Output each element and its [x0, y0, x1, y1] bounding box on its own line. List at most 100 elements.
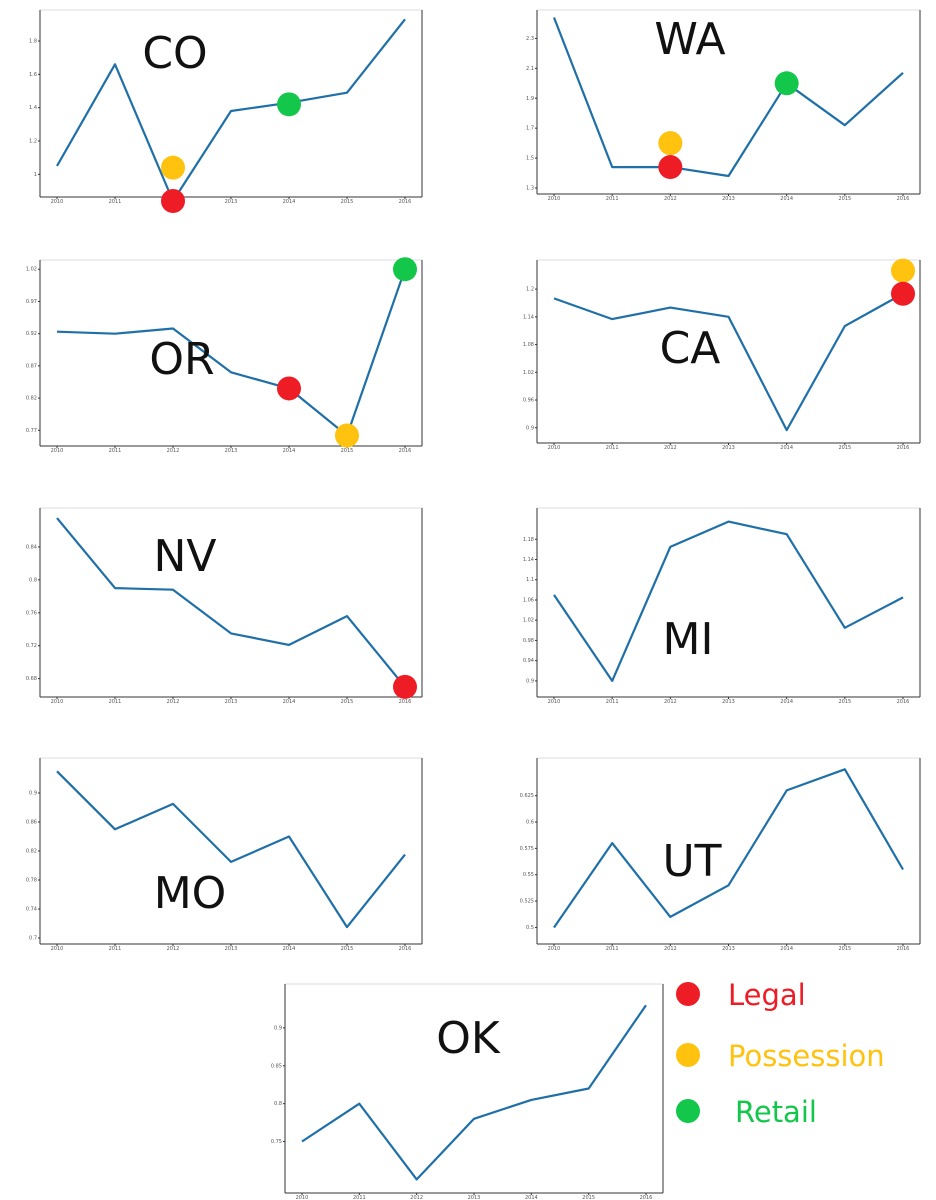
- x-tick-label: 2013: [225, 946, 238, 952]
- y-tick-label: 0.87: [26, 363, 37, 369]
- y-tick-label: 0.55: [523, 872, 534, 878]
- y-tick-label: 0.82: [26, 849, 37, 855]
- x-tick-label: 2013: [225, 448, 238, 454]
- possession-marker: [161, 155, 185, 180]
- chart-panel-nv: 2010 2011 2012 2013 2014 2015 2016 0.68 0.72 0.76…: [26, 507, 423, 705]
- retail-marker: [774, 71, 799, 96]
- y-tick-label: 1.3: [526, 186, 534, 192]
- y-tick-label: 0.575: [520, 846, 534, 852]
- y-tick-label: 0.84: [26, 544, 37, 550]
- x-tick-label: 2011: [353, 1195, 366, 1200]
- y-tick-label: 0.8: [274, 1101, 282, 1107]
- x-tick-label: 2010: [51, 946, 64, 952]
- y-tick-label: 0.82: [26, 396, 37, 402]
- state-label: MI: [663, 614, 714, 665]
- series-line: [553, 768, 904, 929]
- x-tick-label: 2013: [225, 699, 238, 705]
- y-tick-label: 1.02: [523, 618, 534, 624]
- y-tick-label: 0.9: [526, 678, 534, 684]
- x-tick-label: 2012: [664, 196, 677, 202]
- possession-legend-label: Possession: [728, 1039, 885, 1073]
- chart-panel-co: 201020112012201320142015201611.21.41.61.…: [29, 9, 423, 213]
- y-tick-label: 0.86: [26, 820, 37, 826]
- series-line: [56, 18, 406, 203]
- y-tick-label: 0.9: [29, 791, 37, 797]
- y-tick-label: 0.92: [26, 331, 37, 337]
- state-label: OR: [149, 334, 214, 385]
- y-tick-label: 0.75: [271, 1139, 282, 1145]
- x-tick-label: 2016: [897, 946, 910, 952]
- y-tick-label: 1.9: [526, 96, 534, 102]
- y-tick-label: 0.85: [271, 1063, 282, 1069]
- x-tick-label: 2014: [780, 946, 793, 952]
- y-tick-label: 1.02: [523, 370, 534, 376]
- x-tick-label: 2016: [399, 699, 412, 705]
- x-tick-label: 2011: [606, 196, 619, 202]
- y-tick-label: 1.14: [523, 314, 534, 320]
- series-line: [553, 292, 904, 432]
- series-line: [552, 17, 904, 178]
- chart-panel-mi: 2010 2011 2012 2013 2014 2015 2016 0.9 0.94 0.98 1…: [523, 507, 921, 705]
- y-tick-label: 0.94: [523, 658, 534, 664]
- legal-legend-icon: [676, 982, 700, 1006]
- x-tick-label: 2015: [838, 445, 851, 451]
- x-tick-label: 2012: [167, 448, 180, 454]
- x-tick-label: 2015: [838, 946, 851, 952]
- series-line: [301, 1004, 647, 1181]
- x-tick-label: 2013: [722, 445, 735, 451]
- x-tick-label: 2014: [283, 946, 296, 952]
- possession-marker: [891, 258, 915, 283]
- x-tick-label: 2010: [548, 699, 561, 705]
- y-tick-label: 0.525: [520, 899, 534, 905]
- x-tick-label: 2011: [109, 199, 122, 205]
- x-tick-label: 2013: [468, 1195, 481, 1200]
- x-tick-label: 2015: [341, 699, 354, 705]
- chart-panel-ok: 2010 2011 2012 2013 2014 2015 2016 0.75 0.8 0.85 0…: [271, 983, 664, 1200]
- x-tick-label: 2010: [548, 946, 561, 952]
- chart-panel-ut: 2010 2011 2012 2013 2014 2015 2016 0.5 0.525 0.55…: [520, 757, 921, 952]
- y-tick-label: 0.8: [29, 577, 37, 583]
- x-tick-label: 2014: [780, 445, 793, 451]
- y-tick-label: 1.06: [523, 597, 534, 603]
- y-tick-label: 1.14: [523, 557, 534, 563]
- retail-legend-label: Retail: [735, 1095, 817, 1129]
- x-tick-label: 2016: [897, 445, 910, 451]
- y-tick-label: 1.2: [29, 139, 37, 145]
- state-label: CA: [660, 323, 721, 374]
- retail-marker: [277, 92, 301, 117]
- x-tick-label: 2016: [399, 946, 412, 952]
- possession-legend-icon: [676, 1043, 700, 1067]
- y-tick-label: 0.76: [26, 610, 37, 616]
- legend: Legal Possession Retail: [676, 978, 885, 1129]
- x-tick-label: 2012: [664, 946, 677, 952]
- x-tick-label: 2014: [780, 196, 793, 202]
- y-tick-label: 0.9: [274, 1025, 282, 1031]
- x-tick-label: 2011: [606, 445, 619, 451]
- y-tick-label: 0.625: [520, 793, 534, 799]
- x-tick-label: 2010: [548, 445, 561, 451]
- series-line: [56, 517, 406, 688]
- x-tick-label: 2010: [296, 1195, 309, 1200]
- y-tick-label: 0.5: [526, 925, 534, 931]
- x-tick-label: 2010: [51, 448, 64, 454]
- y-tick-label: 1.7: [526, 126, 534, 132]
- chart-panel-wa: 2010 2011 2012 2013 2014 2015 2016 1.3 1.5 1.7 1.9…: [526, 9, 921, 202]
- x-tick-label: 2014: [283, 448, 296, 454]
- x-tick-label: 2012: [410, 1195, 423, 1200]
- state-label: MO: [154, 868, 227, 919]
- x-tick-label: 2014: [283, 199, 296, 205]
- y-tick-label: 1.2: [526, 287, 534, 293]
- x-tick-label: 2012: [167, 946, 180, 952]
- y-tick-label: 0.97: [26, 299, 37, 305]
- y-tick-label: 1.02: [26, 267, 37, 273]
- x-tick-label: 2016: [399, 448, 412, 454]
- x-tick-label: 2012: [664, 699, 677, 705]
- x-tick-label: 2015: [838, 196, 851, 202]
- y-tick-label: 0.98: [523, 638, 534, 644]
- x-tick-label: 2014: [525, 1195, 538, 1200]
- x-tick-label: 2012: [664, 445, 677, 451]
- x-tick-label: 2011: [109, 448, 122, 454]
- x-tick-label: 2011: [606, 699, 619, 705]
- x-tick-label: 2016: [897, 699, 910, 705]
